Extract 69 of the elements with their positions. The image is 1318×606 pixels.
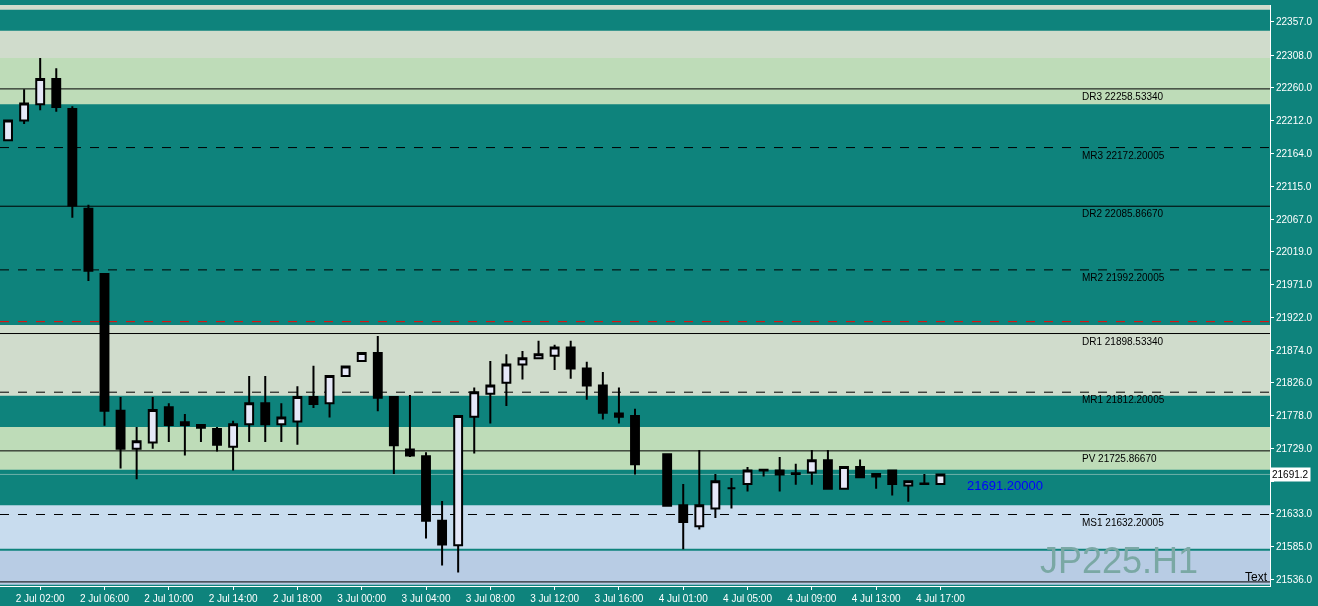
y-tick-label: 22260.0 xyxy=(1276,82,1313,94)
candlestick xyxy=(485,360,496,425)
y-tick-label: 21826.0 xyxy=(1276,377,1313,389)
candlestick xyxy=(356,351,367,363)
candlestick xyxy=(260,375,271,443)
candlestick xyxy=(903,480,914,503)
x-tick-label: 3 Jul 08:00 xyxy=(465,593,516,604)
x-tick-label: 2 Jul 06:00 xyxy=(80,593,130,604)
candlestick xyxy=(839,466,849,490)
candlestick xyxy=(565,339,576,380)
y-tick-label: 21729.0 xyxy=(1276,443,1313,455)
y-tick-label: 21536.0 xyxy=(1276,574,1313,586)
y-tick-label: 21585.0 xyxy=(1276,541,1313,553)
candlestick xyxy=(774,455,785,493)
x-tick-label: 2 Jul 10:00 xyxy=(144,593,194,604)
candlestick xyxy=(935,473,946,486)
x-tick-label: 2 Jul 18:00 xyxy=(272,593,323,604)
x-tick-label: 4 Jul 05:00 xyxy=(723,593,773,604)
x-tick-label: 4 Jul 01:00 xyxy=(658,593,709,604)
annotation: Text xyxy=(1245,570,1268,584)
ref-line-label: DR2 22085.86670 xyxy=(1082,208,1164,219)
candlestick xyxy=(517,349,528,381)
x-tick-label: 2 Jul 14:00 xyxy=(208,593,258,604)
candlestick xyxy=(887,469,898,497)
y-tick-label: 21778.0 xyxy=(1276,409,1313,421)
x-tick-label: 3 Jul 12:00 xyxy=(530,593,580,604)
candlestick xyxy=(196,423,206,443)
candlestick xyxy=(790,462,801,486)
candlestick xyxy=(549,343,560,371)
ref-line-label: MR2 21992.20005 xyxy=(1082,272,1165,283)
ref-line-label: DR3 22258.53340 xyxy=(1082,91,1164,102)
ref-line-label: MS1 21632.20005 xyxy=(1082,517,1165,528)
y-tick-label: 21874.0 xyxy=(1276,344,1313,356)
y-tick-label: 22308.0 xyxy=(1276,49,1313,61)
y-tick-label: 22019.0 xyxy=(1276,246,1313,258)
candlestick xyxy=(855,458,865,479)
candlestick xyxy=(3,118,13,142)
ref-line-label: MR1 21812.20005 xyxy=(1082,394,1165,405)
candlestick xyxy=(340,365,351,378)
x-tick-label: 3 Jul 04:00 xyxy=(401,593,451,604)
annotation: 21691.2 xyxy=(1272,469,1309,480)
x-tick-label: 4 Jul 13:00 xyxy=(851,593,902,604)
candlestick xyxy=(710,472,721,520)
candlestick xyxy=(742,466,753,493)
y-tick-label: 22357.0 xyxy=(1276,16,1313,28)
x-tick-label: 3 Jul 00:00 xyxy=(337,593,387,604)
y-tick-label: 22164.0 xyxy=(1276,147,1313,159)
y-tick-label: 21633.0 xyxy=(1276,508,1313,520)
candlestick xyxy=(533,339,544,360)
y-tick-label: 21922.0 xyxy=(1276,312,1313,324)
candlestick xyxy=(276,402,287,443)
candlestick xyxy=(726,476,737,510)
x-tick-label: 3 Jul 16:00 xyxy=(594,593,644,604)
annotation: JP225.H1 xyxy=(1040,540,1199,581)
x-tick-label: 4 Jul 09:00 xyxy=(787,593,837,604)
candlestick xyxy=(919,472,930,486)
x-tick-label: 4 Jul 17:00 xyxy=(915,593,966,604)
y-tick-label: 22067.0 xyxy=(1276,213,1313,225)
y-tick-label: 22115.0 xyxy=(1276,180,1312,192)
annotation: 21691.20000 xyxy=(967,478,1043,493)
ref-line-label: DR1 21898.53340 xyxy=(1082,336,1164,347)
x-tick-label: 2 Jul 02:00 xyxy=(15,593,66,604)
ref-line-label: MR3 22172.20005 xyxy=(1082,150,1165,161)
candlestick xyxy=(244,375,255,443)
ref-line-label: PV 21725.86670 xyxy=(1082,453,1157,464)
candlestick xyxy=(163,402,174,443)
candlestick xyxy=(871,472,882,490)
y-tick-label: 22212.0 xyxy=(1276,115,1313,127)
y-tick-label: 21971.0 xyxy=(1276,278,1313,290)
